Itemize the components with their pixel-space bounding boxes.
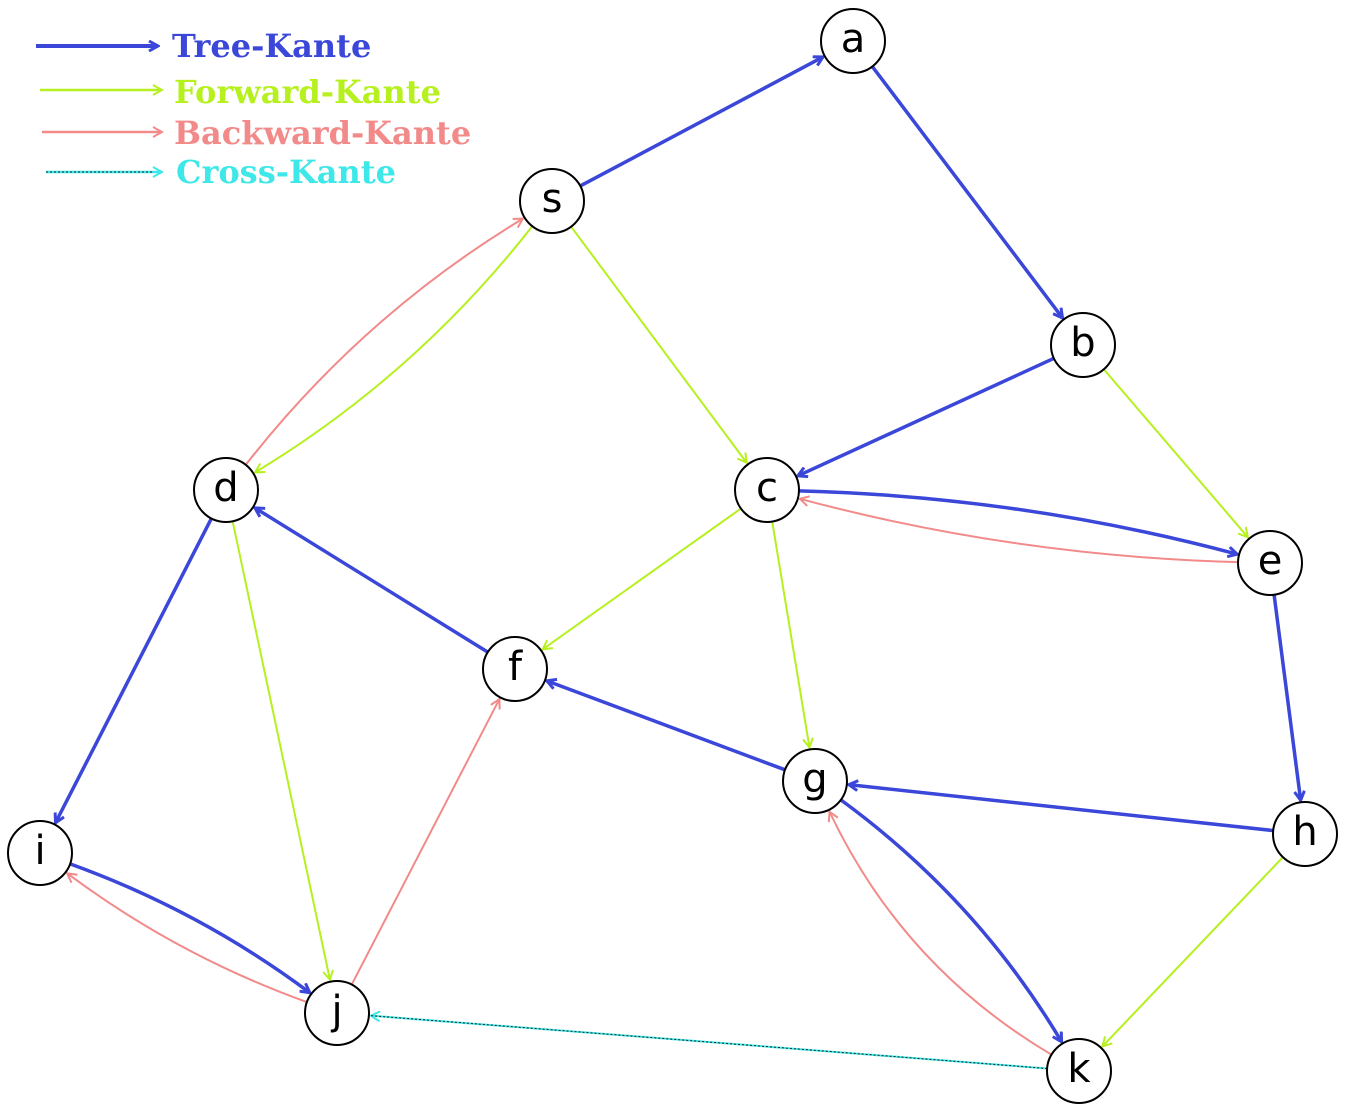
nodes: a s b d c e f g h i j k	[7, 8, 1338, 1104]
edge-d-s-backward	[244, 219, 523, 466]
edge-k-g-backward	[830, 812, 1052, 1056]
edge-h-g-tree	[849, 785, 1274, 833]
edge-s-a-tree	[579, 57, 823, 188]
edges	[56, 57, 1301, 1070]
node-k: k	[1046, 1038, 1112, 1104]
node-s-circle	[519, 168, 585, 234]
node-d-circle	[193, 457, 259, 523]
node-a: a	[820, 8, 886, 74]
edge-g-k-tree	[839, 798, 1062, 1042]
node-j-circle	[304, 980, 370, 1046]
node-h: h	[1272, 801, 1338, 867]
edge-e-c-backward	[800, 499, 1239, 564]
edge-e-h-tree	[1272, 594, 1301, 801]
node-b: b	[1050, 312, 1116, 378]
legend-tree: Tree-Kante	[36, 27, 371, 65]
edge-d-i-tree	[56, 517, 213, 822]
node-c: c	[734, 457, 800, 523]
node-h-circle	[1272, 801, 1338, 867]
node-j: j	[304, 980, 370, 1046]
node-g: g	[782, 748, 848, 814]
node-k-circle	[1046, 1038, 1112, 1104]
node-g-circle	[782, 748, 848, 814]
node-b-circle	[1050, 312, 1116, 378]
node-s: s	[519, 168, 585, 234]
node-g-label: g	[802, 756, 827, 802]
node-j-label: j	[330, 988, 342, 1034]
edge-b-c-tree	[798, 356, 1055, 475]
node-s-label: s	[542, 176, 563, 222]
node-h-label: h	[1292, 809, 1317, 855]
edge-k-j-cross-dash	[370, 1015, 1048, 1070]
edge-f-d-tree	[255, 508, 489, 654]
node-f-label: f	[508, 644, 523, 690]
edge-s-c-forward	[570, 226, 747, 463]
node-d-label: d	[213, 465, 238, 511]
legend: Tree-Kante Forward-Kante Backward-Kante …	[36, 27, 471, 191]
node-i-label: i	[34, 828, 45, 874]
edge-j-f-backward	[350, 699, 500, 986]
legend-forward-label: Forward-Kante	[174, 73, 441, 111]
edge-s-d-forward	[255, 225, 534, 472]
node-e: e	[1237, 530, 1303, 596]
legend-backward-label: Backward-Kante	[174, 114, 471, 152]
node-i: i	[7, 820, 73, 886]
node-f: f	[482, 636, 548, 702]
legend-cross: Cross-Kante	[46, 153, 396, 191]
edge-c-g-forward	[771, 521, 809, 748]
edge-d-j-forward	[231, 521, 330, 979]
legend-tree-label: Tree-Kante	[172, 27, 371, 65]
edge-c-e-tree	[798, 489, 1237, 554]
node-a-label: a	[841, 16, 866, 62]
node-e-circle	[1237, 530, 1303, 596]
node-i-circle	[7, 820, 73, 886]
edge-j-i-backward	[67, 873, 308, 1004]
node-c-label: c	[756, 465, 778, 511]
legend-cross-label: Cross-Kante	[176, 153, 396, 191]
node-a-circle	[820, 8, 886, 74]
node-c-circle	[734, 457, 800, 523]
edge-c-f-forward	[543, 507, 742, 650]
node-e-label: e	[1258, 538, 1283, 584]
node-d: d	[193, 457, 259, 523]
edge-h-k-forward	[1102, 856, 1284, 1046]
edge-b-e-forward	[1103, 368, 1248, 537]
edge-g-f-tree	[547, 681, 786, 772]
node-b-label: b	[1070, 320, 1095, 366]
edge-i-j-tree	[69, 862, 310, 993]
edge-a-b-tree	[870, 65, 1062, 318]
legend-forward: Forward-Kante	[40, 73, 441, 111]
node-k-label: k	[1067, 1046, 1091, 1092]
node-f-circle	[482, 636, 548, 702]
legend-backward: Backward-Kante	[42, 114, 471, 152]
